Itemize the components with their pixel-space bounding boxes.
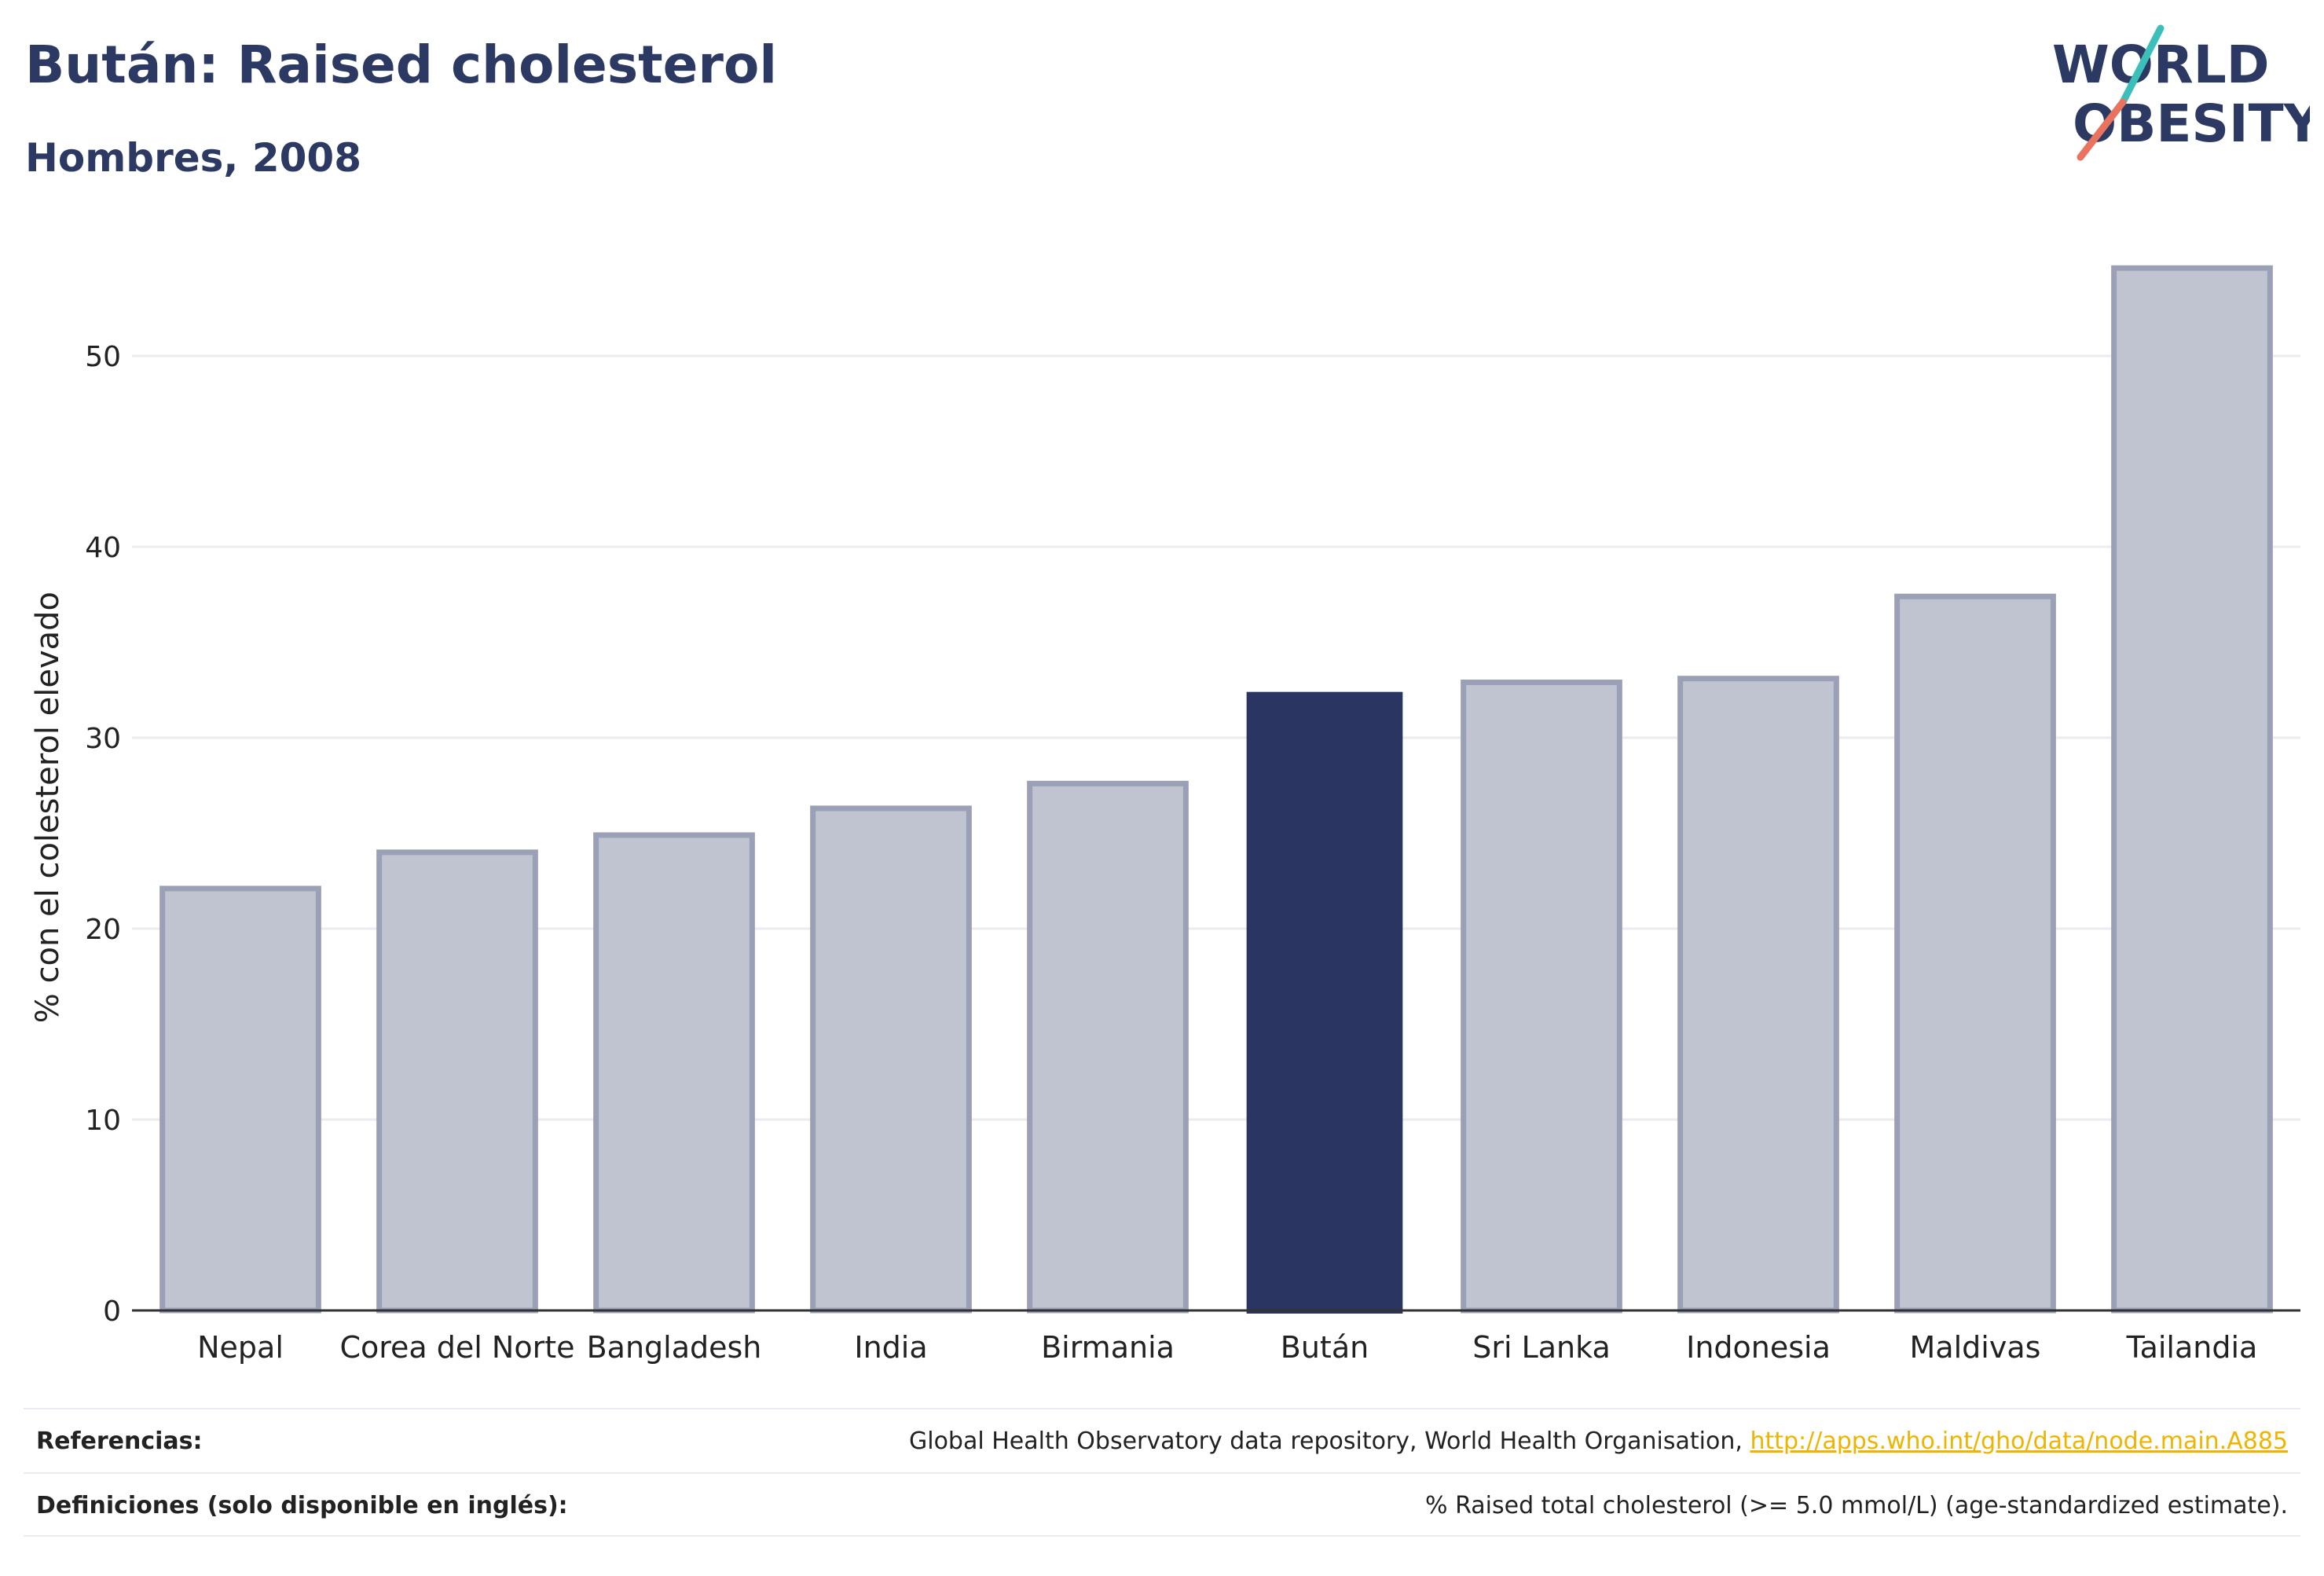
x-tick-label: Tailandia — [2126, 1330, 2258, 1365]
bars — [159, 265, 2273, 1314]
y-tick-label: 50 — [85, 341, 121, 373]
x-tick-label: Indonesia — [1686, 1330, 1831, 1365]
definitions-row: Definiciones (solo disponible en inglés)… — [24, 1472, 2300, 1537]
chart-subtitle: Hombres, 2008 — [25, 135, 361, 181]
bar-maldivas[interactable] — [1894, 593, 2056, 1314]
bar-birmania[interactable] — [1027, 780, 1189, 1314]
definitions-text: % Raised total cholesterol (>= 5.0 mmol/… — [1425, 1491, 2288, 1519]
bar-nepal[interactable] — [159, 885, 321, 1314]
references-value: Global Health Observatory data repositor… — [909, 1428, 2300, 1455]
references-label: Referencias: — [36, 1427, 203, 1455]
x-tick-label: Nepal — [197, 1330, 284, 1365]
definitions-label: Definiciones (solo disponible en inglés)… — [36, 1491, 568, 1519]
x-tick-label: Sri Lanka — [1472, 1330, 1611, 1365]
references-row: Referencias: Global Health Observatory d… — [24, 1408, 2300, 1472]
bar-tailandia[interactable] — [2111, 265, 2273, 1314]
bar-chart: 0 10 20 30 40 50 Nepal Corea del Norte Banglade… — [30, 265, 2300, 1365]
bar-indonesia[interactable] — [1677, 676, 1839, 1314]
bar-bután[interactable] — [1246, 691, 1403, 1314]
y-tick-label: 40 — [85, 532, 121, 564]
x-tick-label: Birmania — [1041, 1330, 1175, 1365]
x-tick-label: India — [854, 1330, 927, 1365]
footer-divider — [24, 1535, 2300, 1537]
chart-title: Bután: Raised cholesterol — [25, 35, 777, 95]
references-text: Global Health Observatory data repositor… — [909, 1427, 1743, 1455]
x-axis-labels: Nepal Corea del Norte Bangladesh India Birma… — [197, 1330, 2257, 1365]
svg-text:WORLD: WORLD — [2052, 35, 2270, 95]
svg-text:OBESITY: OBESITY — [2073, 93, 2310, 154]
x-tick-label: Bangladesh — [587, 1330, 762, 1365]
y-axis-ticks: 0 10 20 30 40 50 — [85, 341, 121, 1328]
world-obesity-logo: WORLD OBESITY — [2052, 24, 2310, 161]
bar-bangladesh[interactable] — [593, 832, 755, 1314]
x-tick-label: Corea del Norte — [339, 1330, 574, 1365]
x-tick-label: Bután — [1281, 1330, 1369, 1365]
y-tick-label: 10 — [85, 1105, 121, 1137]
y-tick-label: 0 — [103, 1296, 121, 1328]
references-link[interactable]: http://apps.who.int/gho/data/node.main.A… — [1750, 1427, 2288, 1455]
bar-corea-del-norte[interactable] — [376, 849, 538, 1314]
y-tick-label: 20 — [85, 914, 121, 946]
bar-india[interactable] — [810, 805, 972, 1314]
y-tick-label: 30 — [85, 723, 121, 755]
bar-sri-lanka[interactable] — [1461, 680, 1622, 1314]
x-tick-label: Maldivas — [1910, 1330, 2041, 1365]
y-axis-label: % con el colesterol elevado — [30, 592, 66, 1023]
